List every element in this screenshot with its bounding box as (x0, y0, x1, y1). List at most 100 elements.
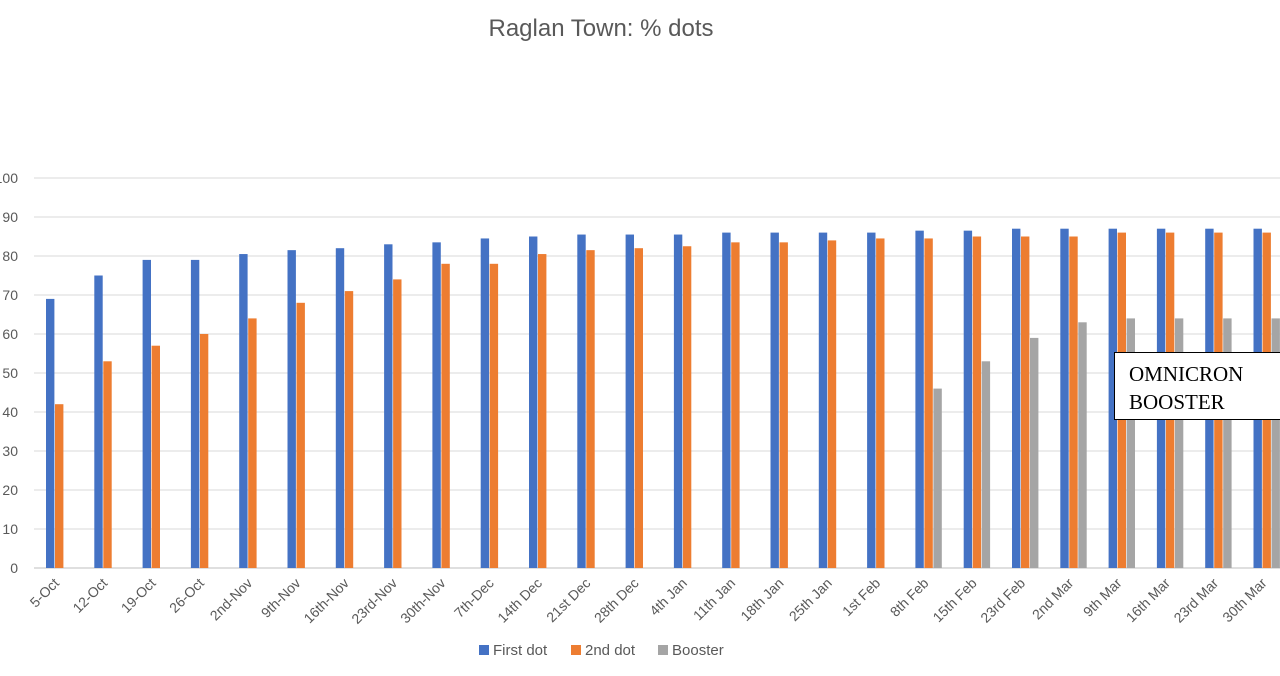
x-tick-label: 11th Jan (690, 575, 739, 624)
legend-label: First dot (493, 642, 548, 659)
x-tick-label: 14th Dec (494, 575, 545, 626)
bars (46, 228, 1280, 569)
bar-first-dot (1108, 228, 1117, 568)
x-tick-label: 23rd-Nov (348, 575, 400, 627)
x-tick-label: 2nd-Nov (207, 575, 256, 624)
bar-booster (1030, 337, 1039, 568)
x-tick-label: 7th-Dec (451, 575, 497, 621)
y-tick-label: 80 (2, 248, 18, 264)
bar-first-dot (963, 230, 973, 568)
chart-title: Raglan Town: % dots (488, 15, 713, 42)
bar-2nd-dot (344, 291, 354, 568)
bar-first-dot (287, 250, 296, 568)
x-tick-label: 2nd Mar (1029, 575, 1077, 623)
gridlines (34, 177, 1280, 569)
x-axis: 5-Oct 12-Oct 19-Oct 26-Oct 2nd-Nov 9th-Nov16t… (27, 575, 1270, 627)
x-tick-label: 1st Feb (839, 575, 883, 619)
legend-item-first-dot: First dot (479, 642, 548, 659)
bar-first-dot (480, 238, 490, 568)
bar-first-dot (770, 232, 779, 568)
y-tick-label: 70 (2, 287, 18, 303)
bar-first-dot (46, 298, 55, 568)
bar-booster (1126, 318, 1135, 568)
x-tick-label: 30th Mar (1219, 575, 1270, 626)
bar-2nd-dot (199, 334, 209, 568)
bar-first-dot (384, 244, 393, 569)
annotation-line-2: BOOSTER (1129, 390, 1225, 414)
x-tick-label: 9th Mar (1080, 575, 1125, 620)
x-tick-label: 23rd Mar (1170, 575, 1221, 626)
bar-2nd-dot (924, 238, 933, 568)
x-tick-label: 15th Feb (929, 575, 980, 626)
x-tick-label: 19-Oct (118, 575, 159, 616)
x-tick-label: 25th Jan (786, 575, 835, 624)
y-tick-label: 20 (2, 482, 18, 498)
bar-first-dot (867, 232, 876, 568)
legend-item-2nd-dot: 2nd dot (571, 642, 636, 659)
x-tick-label: 28th Dec (591, 575, 642, 626)
bar-first-dot (673, 234, 683, 569)
bar-first-dot (432, 242, 441, 568)
y-tick-label: 100 (0, 170, 18, 186)
bar-2nd-dot (55, 404, 64, 568)
bar-first-dot (335, 248, 345, 568)
bar-booster (981, 361, 991, 568)
x-tick-label: 8th Feb (887, 575, 932, 620)
legend: First dot 2nd dot Booster (479, 642, 724, 659)
y-axis: 0 10 20 30 40 50 60 70 80 90 100 (0, 170, 18, 576)
bar-2nd-dot (586, 250, 595, 568)
x-tick-label: 30th-Nov (397, 575, 448, 626)
x-tick-label: 12-Oct (69, 575, 110, 616)
bar-booster (1078, 322, 1087, 568)
y-tick-label: 60 (2, 326, 18, 342)
bar-booster (933, 388, 942, 568)
bar-first-dot (190, 259, 200, 568)
bar-2nd-dot (103, 361, 112, 568)
bar-2nd-dot (779, 242, 788, 568)
legend-item-booster: Booster (658, 642, 724, 659)
bar-2nd-dot (876, 238, 885, 568)
bar-2nd-dot (682, 246, 692, 568)
x-tick-label: 16th-Nov (300, 575, 351, 626)
x-tick-label: 26-Oct (166, 575, 207, 616)
bar-booster (1271, 318, 1280, 568)
bar-2nd-dot (393, 279, 402, 568)
y-tick-label: 90 (2, 209, 18, 225)
bar-booster (1223, 318, 1232, 568)
bar-2nd-dot (731, 242, 740, 568)
bar-2nd-dot (441, 263, 450, 568)
bar-booster (1174, 318, 1184, 568)
x-tick-label: 9th-Nov (258, 575, 304, 621)
annotation-box: OMNICRON BOOSTER (1114, 352, 1280, 420)
x-tick-label: 21st Dec (543, 575, 593, 625)
bar-first-dot (915, 230, 924, 568)
bar-2nd-dot (827, 240, 837, 568)
bar-first-dot (1060, 228, 1069, 568)
y-tick-label: 10 (2, 521, 18, 537)
bar-2nd-dot (1021, 236, 1030, 568)
x-tick-label: 5-Oct (27, 575, 63, 611)
x-tick-label: 16th Mar (1123, 575, 1174, 626)
y-tick-label: 40 (2, 404, 18, 420)
y-tick-label: 50 (2, 365, 18, 381)
x-tick-label: 18th Jan (737, 575, 786, 624)
y-tick-label: 30 (2, 443, 18, 459)
legend-label: 2nd dot (585, 642, 636, 659)
x-tick-label: 4th Jan (646, 575, 690, 619)
bar-2nd-dot (489, 263, 499, 568)
y-tick-label: 0 (10, 560, 18, 576)
legend-label: Booster (672, 642, 724, 659)
bar-2nd-dot (634, 248, 643, 568)
legend-swatch (571, 645, 581, 655)
bar-first-dot (722, 232, 731, 568)
bar-2nd-dot (538, 254, 547, 569)
bar-first-dot (239, 254, 248, 569)
x-tick-label: 23rd Feb (977, 575, 1028, 626)
bar-first-dot (142, 259, 151, 568)
bar-first-dot (818, 232, 828, 568)
bar-2nd-dot (1069, 236, 1078, 568)
bar-first-dot (577, 234, 586, 569)
legend-swatch (479, 645, 489, 655)
bar-2nd-dot (248, 318, 257, 568)
